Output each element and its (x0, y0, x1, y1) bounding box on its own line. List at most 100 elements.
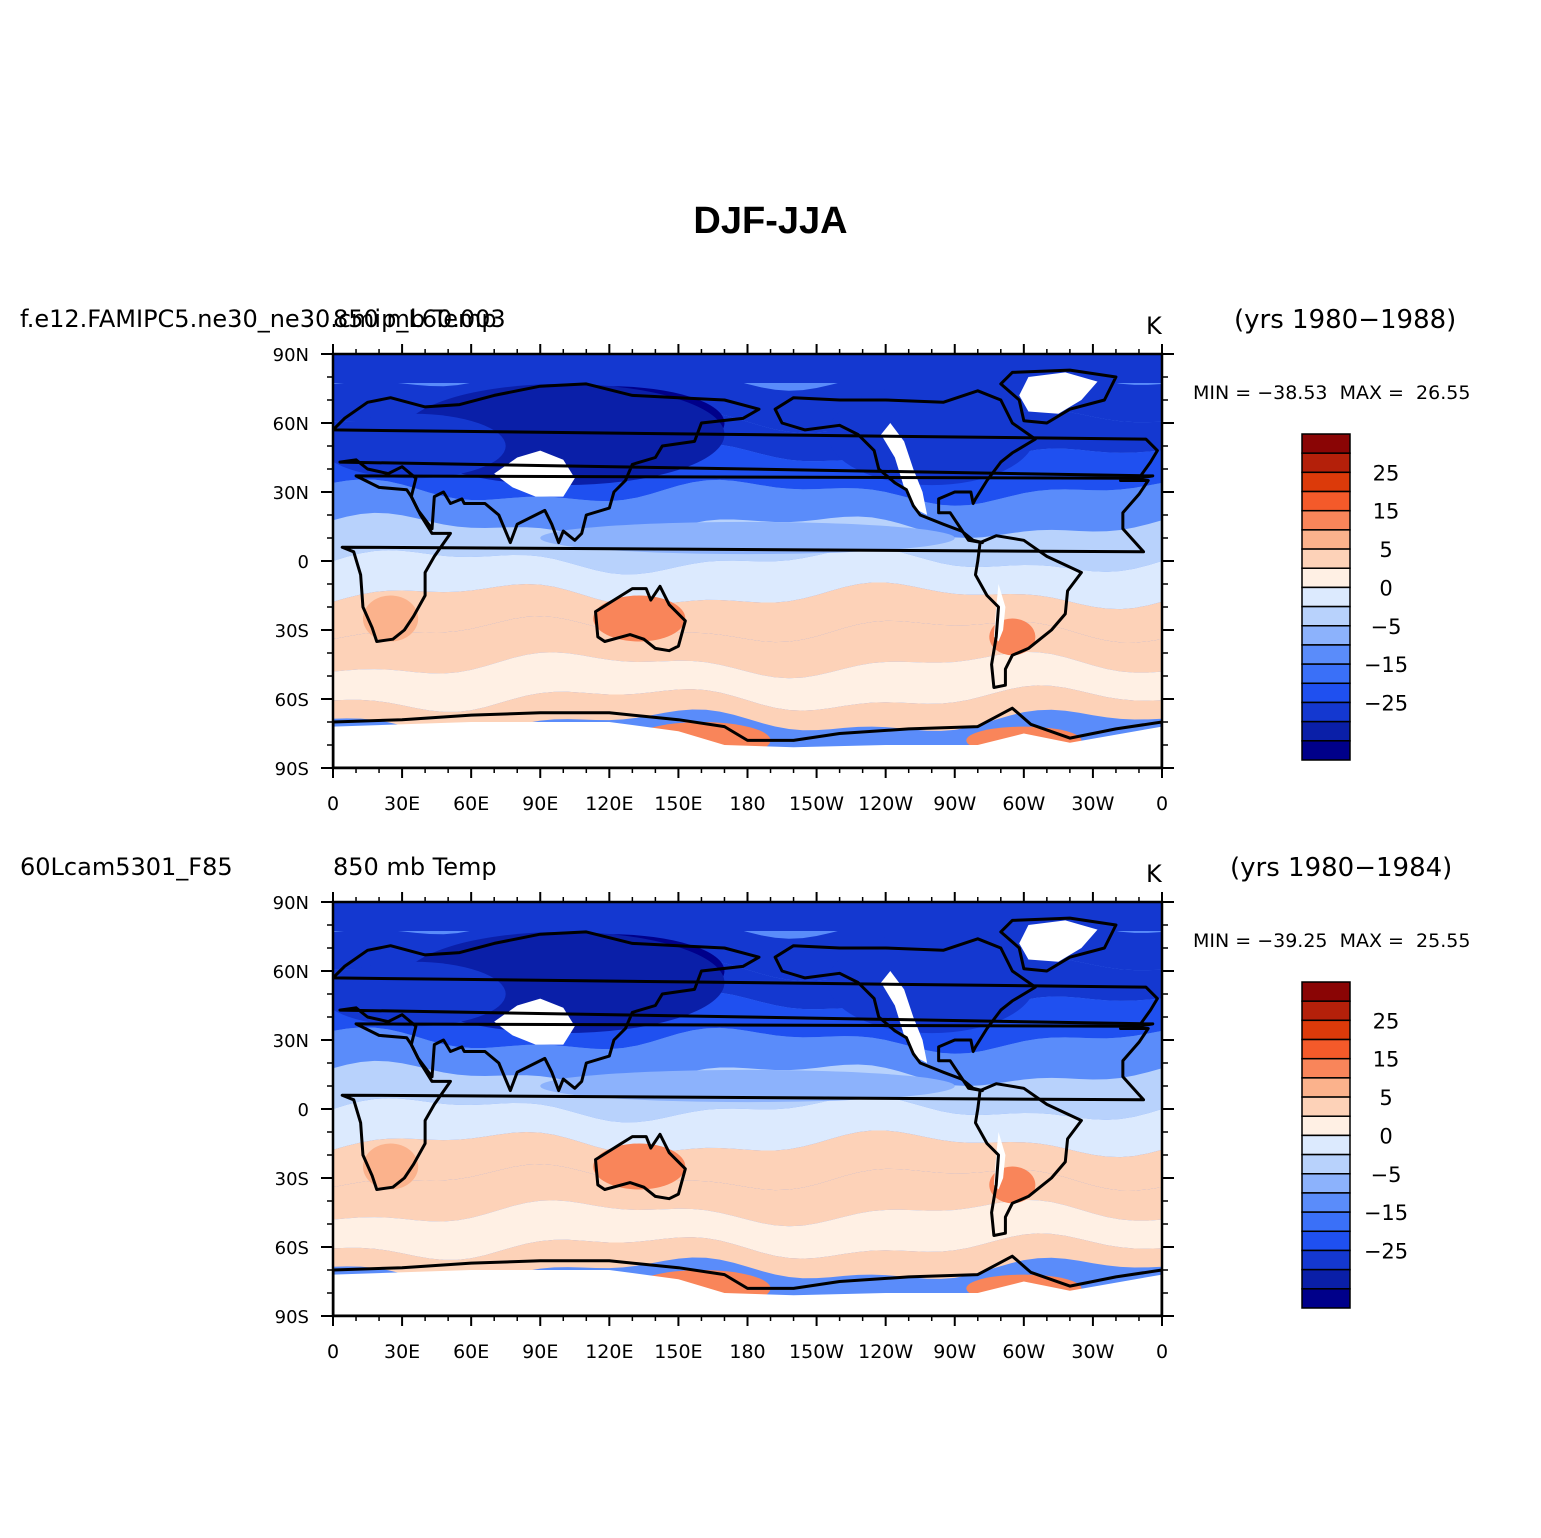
tibet-missing-data (494, 450, 575, 497)
field-band (333, 1233, 1162, 1284)
x-tick-label: 60W (1002, 1341, 1045, 1363)
y-tick-label: 30N (273, 1031, 309, 1052)
colorbar-label: −15 (1364, 653, 1408, 677)
colorbar-box (1301, 1268, 1351, 1290)
colorbar-label: 5 (1379, 1086, 1392, 1110)
colorbar-box (1301, 701, 1351, 723)
panel-2-minmax: MIN = −39.25 MAX = 25.55 (1193, 930, 1471, 952)
field-band (333, 354, 1162, 383)
colorbar-box (1301, 586, 1351, 608)
colorbar-box (1301, 720, 1351, 742)
map-panel-2: 0 30E 60E 90E 120E 150E 180 150W 120W 90W 60W 30W 09… (273, 892, 1174, 1363)
field-band (333, 1164, 1162, 1227)
coastline-africa (340, 1022, 1150, 1191)
x-tick-label: 150W (789, 1341, 844, 1363)
x-tick-label: 60E (453, 793, 489, 815)
coastline-greenland (999, 368, 1118, 425)
field-anomaly (362, 1143, 419, 1190)
colorbar-box (1301, 548, 1351, 569)
colorbar-box (1301, 509, 1351, 531)
coastline-africa (340, 474, 1150, 643)
y-tick-label: 30S (275, 621, 309, 642)
y-tick-label: 60S (275, 690, 309, 711)
colorbar-box (1301, 1038, 1351, 1060)
x-tick-label: 60W (1002, 793, 1045, 815)
x-tick-label: 120W (858, 1341, 913, 1363)
panel-2-variable: 850 mb Temp (333, 853, 497, 881)
colorbar-box (1301, 1096, 1351, 1117)
field-band (333, 1095, 1162, 1158)
x-tick-label: 90E (522, 793, 558, 815)
field-anomaly (593, 595, 686, 642)
rockies-missing-data (881, 971, 928, 1063)
colorbar-label: 0 (1379, 1124, 1392, 1148)
colorbar-label: 0 (1379, 576, 1392, 600)
panel-1-case-name: f.e12.FAMIPC5.ne30_ne30.cmip_L60.003 (20, 305, 506, 333)
y-tick-label: 90S (275, 1307, 309, 1328)
colorbar-box (1301, 1000, 1351, 1022)
x-tick-label: 60E (453, 1341, 489, 1363)
greenland-missing-data (1019, 920, 1098, 962)
coastline-south-america (973, 534, 1083, 689)
field-band (333, 651, 1162, 712)
colorbar-box (1301, 1019, 1351, 1041)
colorbar-box (1301, 1288, 1351, 1309)
map-panel-1: 0 30E 60E 90E 120E 150E 180 150W 120W 90W 60W 30W 09… (273, 344, 1174, 815)
field-band (333, 547, 1162, 610)
colorbar-box (1301, 1230, 1351, 1252)
y-tick-label: 0 (298, 552, 309, 573)
x-tick-label: 0 (1156, 793, 1168, 815)
colorbar-box (1301, 490, 1351, 512)
colorbar-label: 25 (1373, 461, 1400, 485)
colorbar-box (1301, 1249, 1351, 1271)
field-band (333, 582, 1162, 643)
colorbar-box (1301, 471, 1351, 493)
figure-title: DJF-JJA (693, 200, 848, 242)
colorbar-box (1301, 1192, 1351, 1213)
field-anomaly (828, 383, 1036, 486)
colorbar-box (1301, 452, 1351, 474)
field-anomaly (362, 595, 419, 642)
colorbar-box (1301, 1173, 1351, 1194)
field-band (333, 616, 1162, 679)
y-tick-label: 0 (298, 1100, 309, 1121)
colorbar-label: 15 (1373, 500, 1400, 524)
colorbar-label: 5 (1379, 538, 1392, 562)
colorbar-box (1301, 981, 1351, 1002)
colorbar-box (1301, 682, 1351, 704)
x-tick-label: 120W (858, 793, 913, 815)
coastline-north-america (773, 937, 1037, 1093)
colorbar-label: 15 (1373, 1048, 1400, 1072)
colorbar-1: 25 15 5 0 −5 −15 −25 (1301, 433, 1408, 761)
colorbar-label: −25 (1364, 691, 1408, 715)
field-band (333, 1199, 1162, 1260)
x-tick-label: 90W (933, 793, 976, 815)
field-anomaly (828, 931, 1036, 1034)
colorbar-box (1301, 1115, 1351, 1137)
x-tick-label: 30E (384, 1341, 420, 1363)
coastline-north-america (773, 389, 1037, 545)
panel-2-units: K (1146, 860, 1162, 888)
colorbar-label: −5 (1371, 615, 1402, 639)
y-tick-label: 90N (273, 345, 309, 366)
panel-1-units: K (1146, 312, 1162, 340)
x-tick-label: 30W (1071, 1341, 1114, 1363)
x-tick-label: 180 (729, 1341, 765, 1363)
x-tick-label: 30E (384, 793, 420, 815)
y-tick-label: 90S (275, 759, 309, 780)
colorbar-box (1301, 1077, 1351, 1098)
rockies-missing-data (881, 423, 928, 515)
colorbar-box (1301, 433, 1351, 454)
x-tick-label: 30W (1071, 793, 1114, 815)
colorbar-label: −5 (1371, 1163, 1402, 1187)
y-tick-label: 60N (273, 414, 309, 435)
colorbar-box (1301, 625, 1351, 646)
panel-1-minmax: MIN = −38.53 MAX = 26.55 (1193, 382, 1471, 404)
x-tick-label: 180 (729, 793, 765, 815)
field-anomaly (333, 961, 506, 1027)
panel-2-years: (yrs 1980−1984) (1230, 853, 1453, 883)
x-tick-label: 0 (1156, 1341, 1168, 1363)
colorbar-label: 25 (1373, 1009, 1400, 1033)
